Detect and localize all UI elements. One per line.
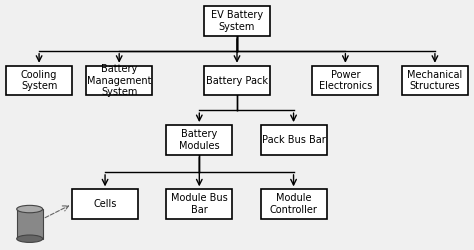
FancyBboxPatch shape — [402, 66, 468, 95]
Text: EV Battery
System: EV Battery System — [211, 10, 263, 32]
FancyBboxPatch shape — [166, 125, 232, 155]
FancyBboxPatch shape — [312, 66, 378, 95]
Text: Mechanical
Structures: Mechanical Structures — [407, 70, 463, 91]
Text: Pack Bus Bar: Pack Bus Bar — [262, 135, 326, 145]
FancyBboxPatch shape — [166, 189, 232, 219]
Text: Module
Controller: Module Controller — [270, 193, 318, 215]
FancyBboxPatch shape — [261, 125, 327, 155]
FancyBboxPatch shape — [72, 189, 138, 219]
Text: Power
Electronics: Power Electronics — [319, 70, 372, 91]
FancyBboxPatch shape — [6, 66, 72, 95]
Text: Battery
Modules: Battery Modules — [179, 129, 219, 151]
Text: Module Bus
Bar: Module Bus Bar — [171, 193, 228, 215]
FancyBboxPatch shape — [204, 6, 270, 36]
Text: Cells: Cells — [93, 199, 117, 209]
Bar — [17, 209, 43, 239]
Text: Cooling
System: Cooling System — [21, 70, 57, 91]
Text: Battery
Management
System: Battery Management System — [87, 64, 152, 97]
FancyBboxPatch shape — [261, 189, 327, 219]
Text: Battery Pack: Battery Pack — [206, 76, 268, 86]
FancyBboxPatch shape — [86, 66, 152, 95]
Ellipse shape — [17, 205, 43, 213]
Ellipse shape — [17, 235, 43, 242]
FancyBboxPatch shape — [204, 66, 270, 95]
